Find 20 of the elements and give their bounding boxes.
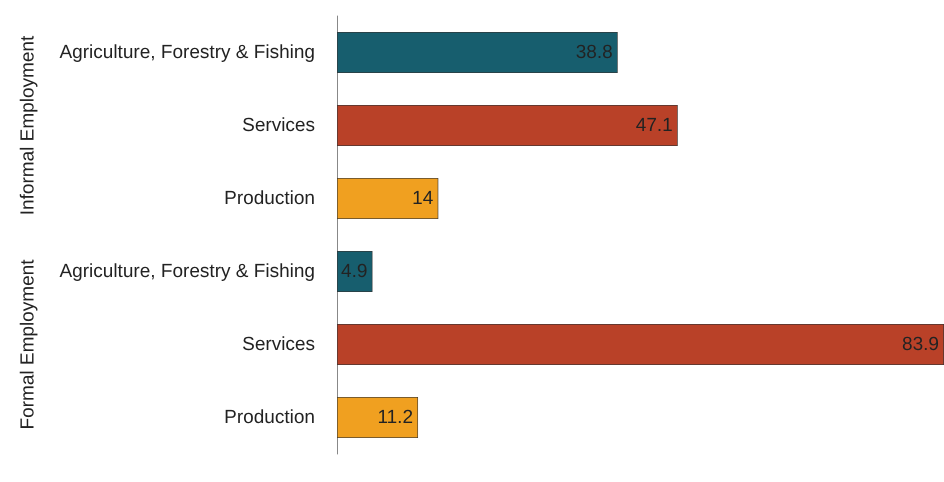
bar — [337, 32, 618, 73]
data-label: 47.1 — [636, 115, 673, 136]
data-label: 38.8 — [576, 42, 613, 63]
y-tick-label: Production — [224, 407, 315, 428]
data-label: 14 — [412, 188, 434, 209]
bar — [337, 251, 372, 292]
data-label: 4.9 — [341, 261, 368, 282]
y-tick-label: Agriculture, Forestry & Fishing — [59, 42, 315, 63]
bar — [337, 324, 944, 365]
bar — [337, 105, 678, 146]
text: Formal Employment — [18, 258, 38, 430]
data-label: 83.9 — [902, 334, 939, 355]
y-tick-label: Services — [242, 334, 315, 355]
data-label: 11.2 — [377, 407, 414, 428]
bar — [337, 178, 438, 219]
y-tick-label: Production — [224, 188, 315, 209]
bar — [337, 397, 418, 438]
y-tick-label: Agriculture, Forestry & Fishing — [59, 261, 315, 282]
y-tick-label: Services — [242, 115, 315, 136]
text: Informal Employment — [18, 35, 38, 216]
